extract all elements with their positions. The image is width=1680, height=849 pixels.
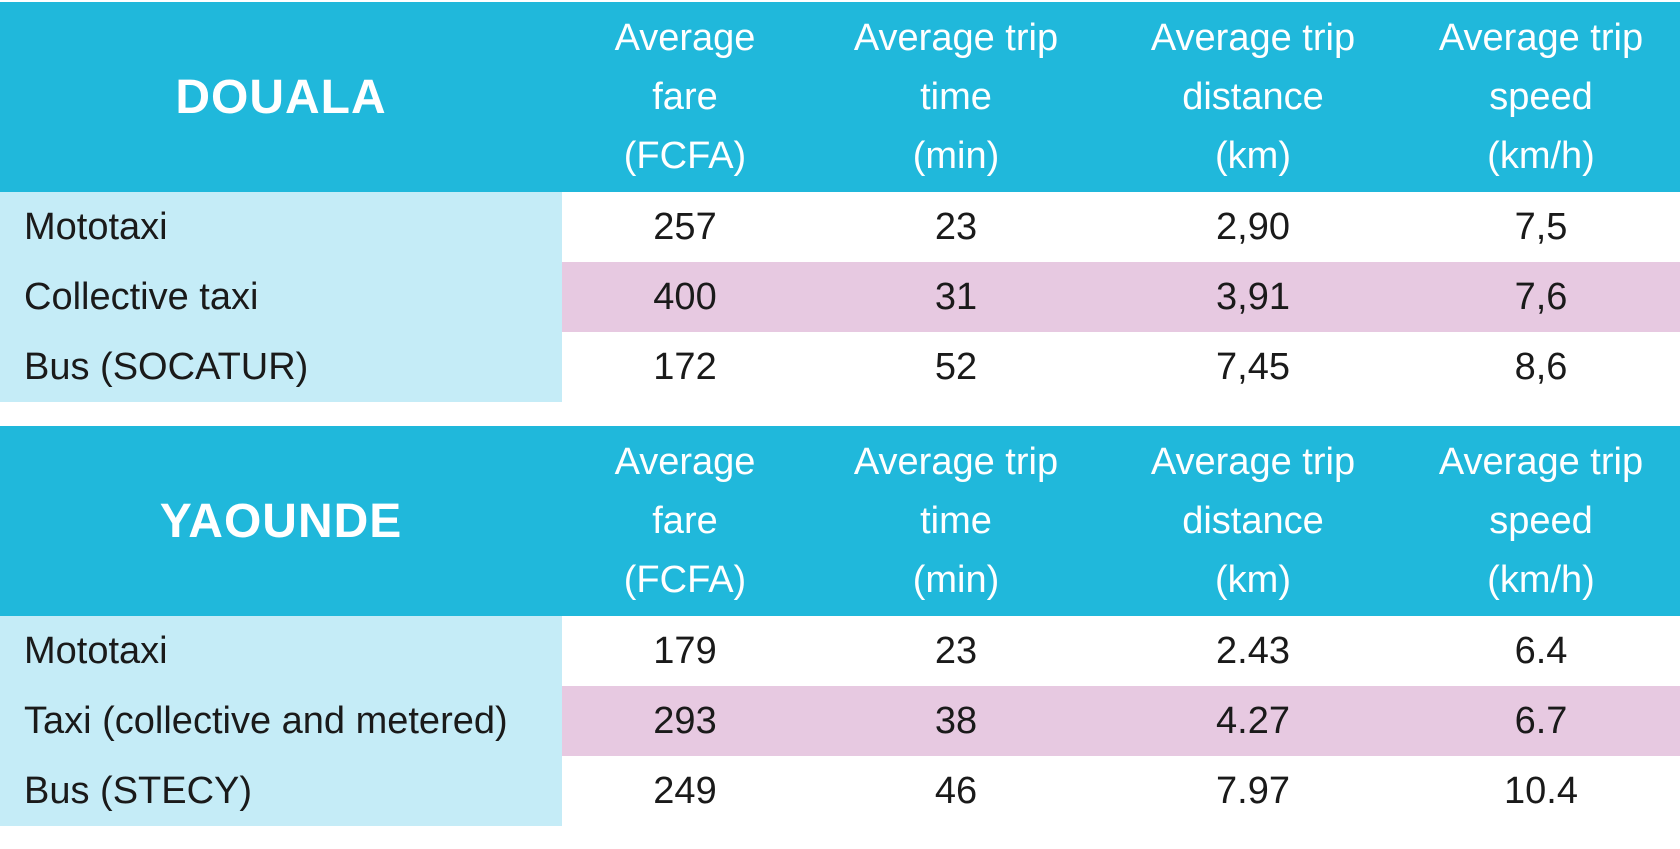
cell-time: 23 xyxy=(934,205,978,248)
cell-fare: 400 xyxy=(562,262,808,332)
row-label: Taxi (collective and metered) xyxy=(0,686,562,756)
cell-speed: 10.4 xyxy=(1504,769,1578,812)
row-label: Mototaxi xyxy=(0,192,562,262)
table-row: Mototaxi 179 23 2.43 6.4 xyxy=(0,616,1680,686)
city-title: DOUALA xyxy=(175,70,387,124)
cell-distance: 7,45 xyxy=(1216,345,1290,388)
column-header-distance: Average trip distance (km) xyxy=(1150,440,1356,601)
cell-speed: 8,6 xyxy=(1514,345,1568,388)
cell-time: 23 xyxy=(934,629,978,672)
cell-speed: 6.7 xyxy=(1402,686,1680,756)
table-row: Bus (STECY) 249 46 7.97 10.4 xyxy=(0,756,1680,826)
cell-distance: 7.97 xyxy=(1216,769,1290,812)
cell-time: 52 xyxy=(934,345,978,388)
table-header: DOUALA Average fare (FCFA) Average trip … xyxy=(0,2,1680,192)
cell-fare: 249 xyxy=(653,769,717,812)
yaounde-table: YAOUNDE Average fare (FCFA) Average trip… xyxy=(0,426,1680,826)
row-label: Bus (SOCATUR) xyxy=(0,332,562,402)
cell-fare: 172 xyxy=(653,345,717,388)
cell-distance: 2.43 xyxy=(1216,629,1290,672)
column-header-time: Average trip time (min) xyxy=(853,16,1059,177)
table-row: Taxi (collective and metered) 293 38 4.2… xyxy=(0,686,1680,756)
column-header-speed: Average trip speed (km/h) xyxy=(1438,16,1644,177)
column-header-time: Average trip time (min) xyxy=(853,440,1059,601)
cell-distance: 3,91 xyxy=(1104,262,1402,332)
cell-speed: 6.4 xyxy=(1514,629,1568,672)
row-label: Bus (STECY) xyxy=(0,756,562,826)
table-row: Mototaxi 257 23 2,90 7,5 xyxy=(0,192,1680,262)
cell-time: 38 xyxy=(808,686,1104,756)
table-row: Collective taxi 400 31 3,91 7,6 xyxy=(0,262,1680,332)
cell-time: 31 xyxy=(808,262,1104,332)
table-header: YAOUNDE Average fare (FCFA) Average trip… xyxy=(0,426,1680,616)
column-header-distance: Average trip distance (km) xyxy=(1150,16,1356,177)
table-row: Bus (SOCATUR) 172 52 7,45 8,6 xyxy=(0,332,1680,402)
column-header-fare: Average fare (FCFA) xyxy=(614,440,756,601)
cell-fare: 257 xyxy=(653,205,717,248)
column-header-speed: Average trip speed (km/h) xyxy=(1438,440,1644,601)
row-label: Collective taxi xyxy=(0,262,562,332)
douala-table: DOUALA Average fare (FCFA) Average trip … xyxy=(0,2,1680,402)
cell-distance: 2,90 xyxy=(1216,205,1290,248)
row-label: Mototaxi xyxy=(0,616,562,686)
cell-speed: 7,5 xyxy=(1514,205,1568,248)
cell-distance: 4.27 xyxy=(1104,686,1402,756)
cell-time: 46 xyxy=(934,769,978,812)
column-header-fare: Average fare (FCFA) xyxy=(614,16,756,177)
cell-fare: 293 xyxy=(562,686,808,756)
city-title: YAOUNDE xyxy=(159,494,403,548)
cell-speed: 7,6 xyxy=(1402,262,1680,332)
cell-fare: 179 xyxy=(653,629,717,672)
